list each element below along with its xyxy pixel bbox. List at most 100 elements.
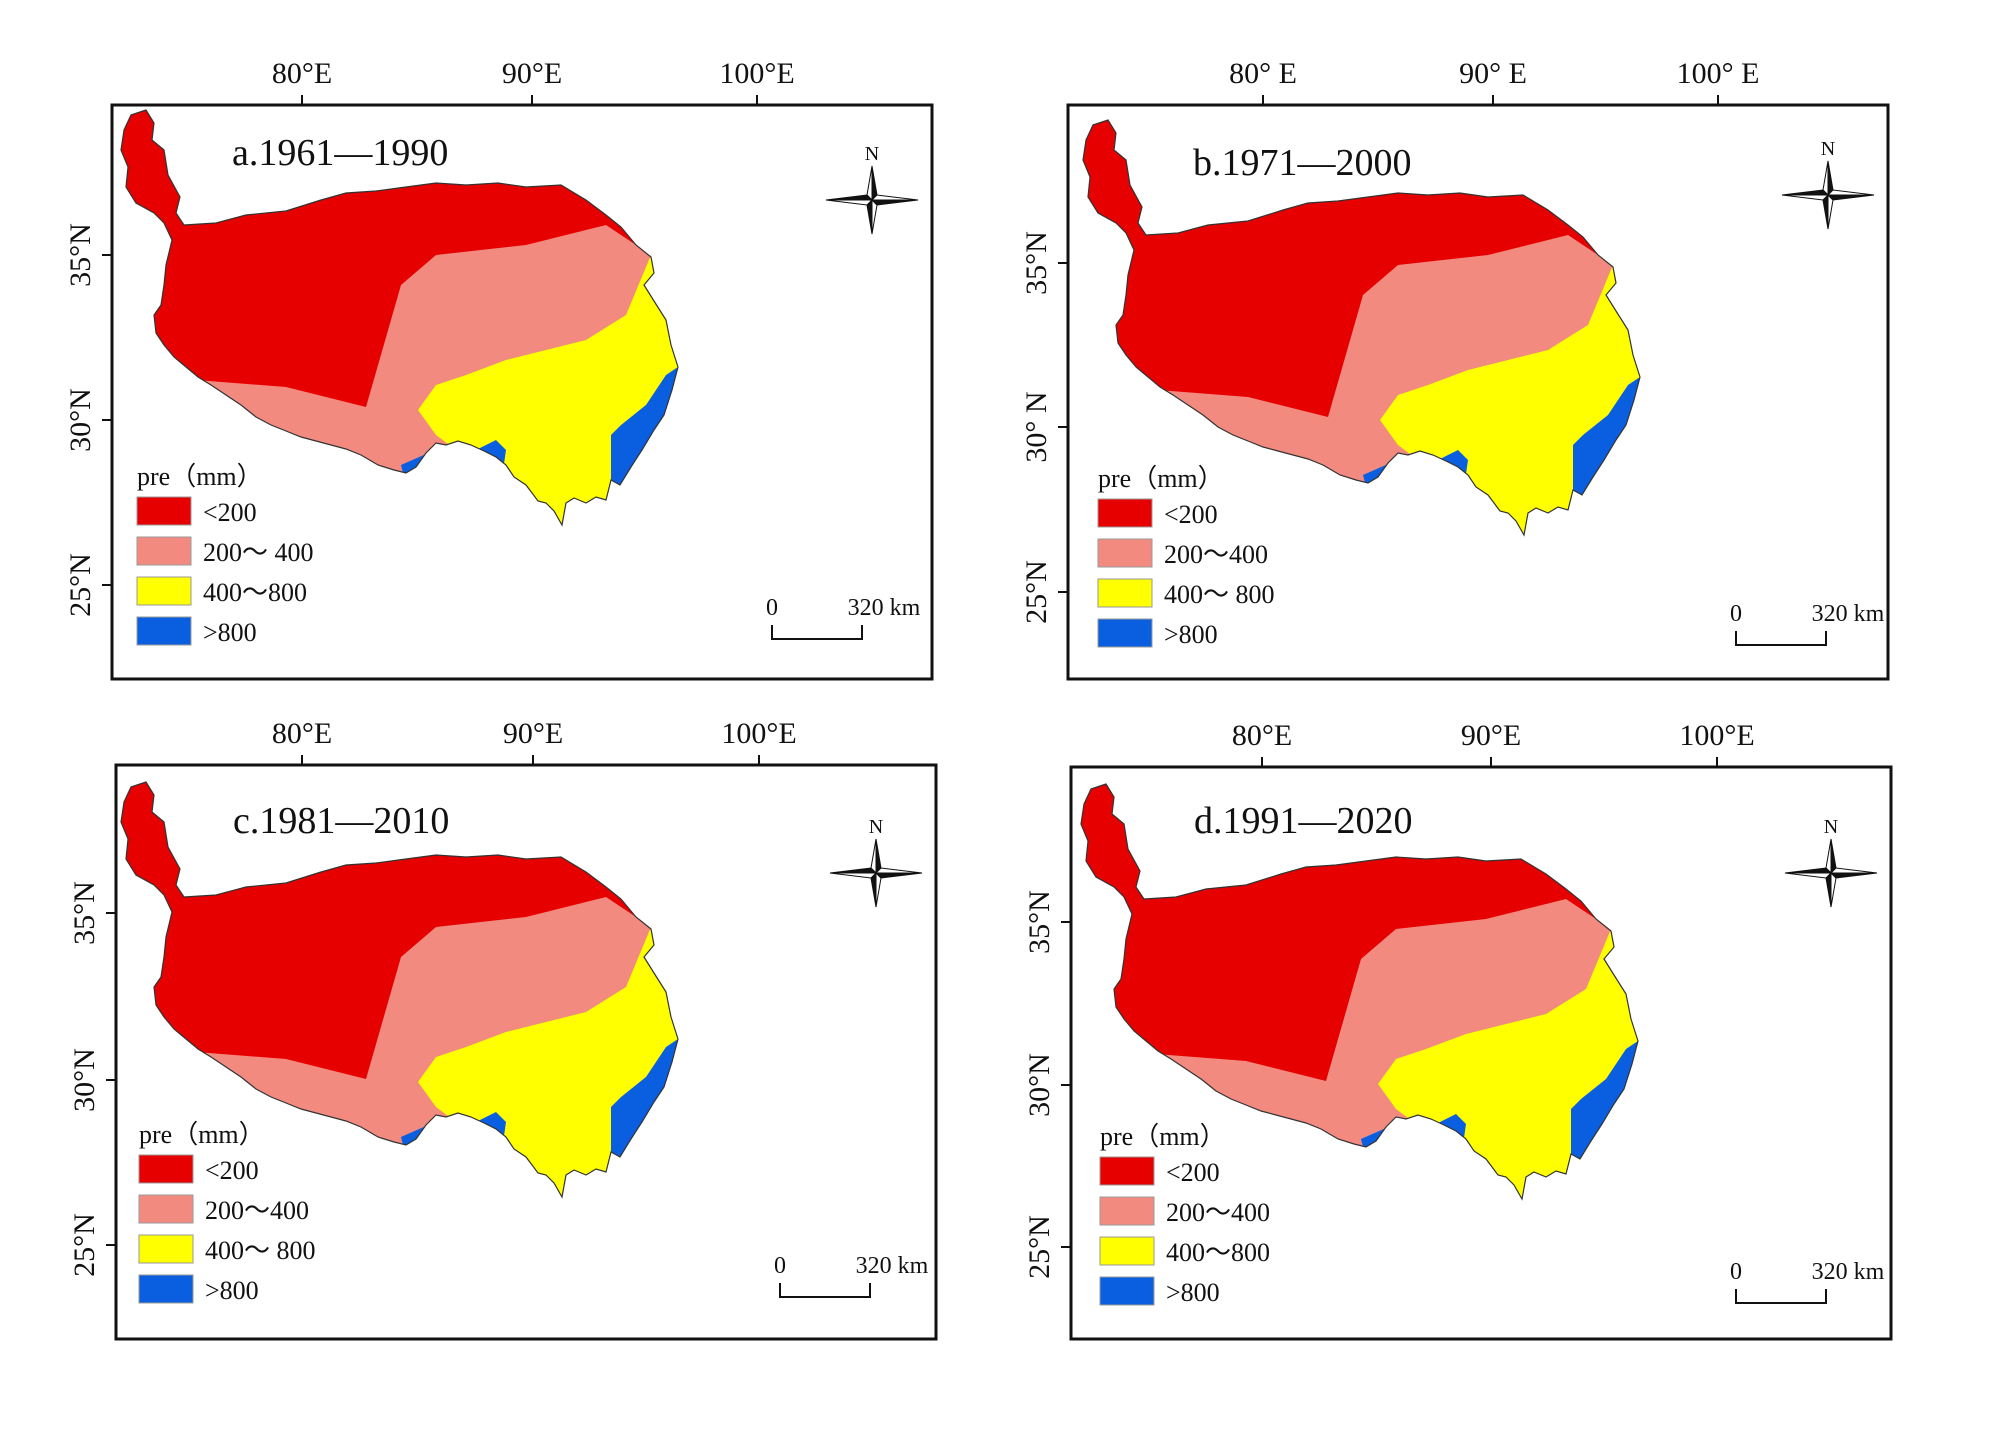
legend-swatch-200-400: [1099, 1196, 1155, 1226]
plateau-outline: [120, 109, 679, 527]
legend-swatch-400-800: [138, 1234, 194, 1264]
legend-label: 200～ 400: [203, 538, 314, 567]
legend-swatch-gt800: [136, 616, 192, 646]
legend-swatch-200-400: [136, 536, 192, 566]
panel-title: d.1991—2020: [1194, 800, 1413, 842]
left-tick-label: 30° N: [1020, 391, 1053, 462]
left-tick-label: 25°N: [68, 1213, 101, 1277]
legend-label: 200～400: [1164, 540, 1268, 569]
top-tick-label: 80°E: [272, 717, 332, 750]
north-label: N: [865, 143, 879, 165]
north-label: N: [1824, 816, 1838, 838]
plateau-outline: [1080, 783, 1639, 1201]
map-panel-b: 80° E 90° E 100° E 35°N 30° N 25°N b.197…: [1020, 57, 1890, 681]
north-arrow: N: [1781, 138, 1875, 230]
map-panel-c: 80°E 90°E 100°E 35°N 30°N 25°N c.1981—20…: [68, 717, 938, 1341]
legend-label: 400～800: [203, 578, 307, 607]
plateau-outline: [1082, 119, 1641, 537]
left-tick-label: 25°N: [64, 553, 97, 617]
legend-swatch-gt800: [1099, 1276, 1155, 1306]
legend-label: <200: [1164, 500, 1218, 529]
top-tick-label: 80°E: [1232, 719, 1292, 752]
legend: pre（mm） <200 200～400 400～ 800 >800: [1097, 464, 1275, 649]
legend-swatch-400-800: [1097, 578, 1153, 608]
top-tick-label: 80° E: [1229, 57, 1297, 90]
legend-label: >800: [205, 1276, 259, 1305]
legend-label: 200～400: [1166, 1198, 1270, 1227]
scale-zero-label: 0: [774, 1253, 786, 1279]
top-tick-label: 90° E: [1459, 57, 1527, 90]
left-tick-label: 35°N: [1023, 890, 1056, 954]
north-arrow-icon: [1829, 867, 1878, 874]
legend-label: 400～800: [1166, 1238, 1270, 1267]
top-tick-label: 90°E: [503, 717, 563, 750]
legend-label: <200: [205, 1156, 259, 1185]
north-arrow-icon: [870, 194, 919, 201]
legend-title: pre（mm）: [137, 462, 263, 491]
left-tick-label: 30°N: [1023, 1053, 1056, 1117]
panel-title: b.1971—2000: [1193, 142, 1412, 184]
legend-label: >800: [1164, 620, 1218, 649]
panel-title: c.1981—2010: [233, 800, 449, 842]
scale-bar-line: [1735, 1289, 1827, 1304]
legend-swatch-lt200: [136, 496, 192, 526]
scale-bar-line: [771, 625, 863, 640]
scale-zero-label: 0: [1730, 1259, 1742, 1285]
scale-distance-label: 320 km: [1812, 1259, 1885, 1285]
legend: pre（mm） <200 200～400 400～ 800 >800: [138, 1120, 316, 1305]
legend-label: <200: [203, 498, 257, 527]
legend-label: >800: [203, 618, 257, 647]
left-tick-label: 25°N: [1023, 1215, 1056, 1279]
north-label: N: [869, 816, 883, 838]
north-arrow-icon: [825, 199, 874, 206]
legend-title: pre（mm）: [1098, 464, 1224, 493]
legend-title: pre（mm）: [139, 1120, 265, 1149]
map-panel-a: 80°E 90°E 100°E 35°N 30°N 25°N a.1961—19…: [64, 57, 934, 681]
legend: pre（mm） <200 200～ 400 400～800 >800: [136, 462, 314, 647]
scale-zero-label: 0: [1730, 601, 1742, 627]
legend-swatch-400-800: [1099, 1236, 1155, 1266]
legend-swatch-200-400: [1097, 538, 1153, 568]
top-tick-label: 80°E: [272, 57, 332, 90]
legend-label: >800: [1166, 1278, 1220, 1307]
scale-bar: 0 320 km: [774, 1253, 929, 1298]
scale-bar: 0 320 km: [1730, 601, 1885, 646]
top-tick-label: 100° E: [1677, 57, 1760, 90]
legend-label: 200～400: [205, 1196, 309, 1225]
scale-distance-label: 320 km: [848, 595, 921, 621]
plateau-outline: [120, 781, 679, 1199]
north-arrow: N: [829, 816, 923, 908]
top-tick-label: 90°E: [502, 57, 562, 90]
legend-swatch-gt800: [138, 1274, 194, 1304]
legend-label: 400～ 800: [205, 1236, 316, 1265]
north-arrow-icon: [874, 867, 923, 874]
legend-swatch-lt200: [1099, 1156, 1155, 1186]
left-tick-label: 35°N: [68, 881, 101, 945]
north-arrow-icon: [1781, 194, 1830, 201]
legend-swatch-gt800: [1097, 618, 1153, 648]
scale-distance-label: 320 km: [1812, 601, 1885, 627]
scale-zero-label: 0: [766, 595, 778, 621]
scale-bar: 0 320 km: [1730, 1259, 1885, 1304]
north-arrow-icon: [1784, 872, 1833, 879]
top-tick-label: 100°E: [1679, 719, 1754, 752]
panel-title: a.1961—1990: [232, 132, 448, 174]
left-tick-label: 30°N: [64, 388, 97, 452]
north-arrow-icon: [829, 872, 878, 879]
top-tick-label: 90°E: [1461, 719, 1521, 752]
legend-swatch-lt200: [138, 1154, 194, 1184]
top-tick-label: 100°E: [721, 717, 796, 750]
left-tick-label: 30°N: [68, 1048, 101, 1112]
legend-label: <200: [1166, 1158, 1220, 1187]
legend: pre（mm） <200 200～400 400～800 >800: [1099, 1122, 1270, 1307]
north-label: N: [1821, 138, 1835, 160]
legend-title: pre（mm）: [1100, 1122, 1226, 1151]
left-tick-label: 25°N: [1020, 560, 1053, 624]
top-tick-label: 100°E: [719, 57, 794, 90]
legend-label: 400～ 800: [1164, 580, 1275, 609]
scale-bar-line: [1735, 631, 1827, 646]
scale-bar-line: [779, 1283, 871, 1298]
scale-distance-label: 320 km: [856, 1253, 929, 1279]
legend-swatch-400-800: [136, 576, 192, 606]
